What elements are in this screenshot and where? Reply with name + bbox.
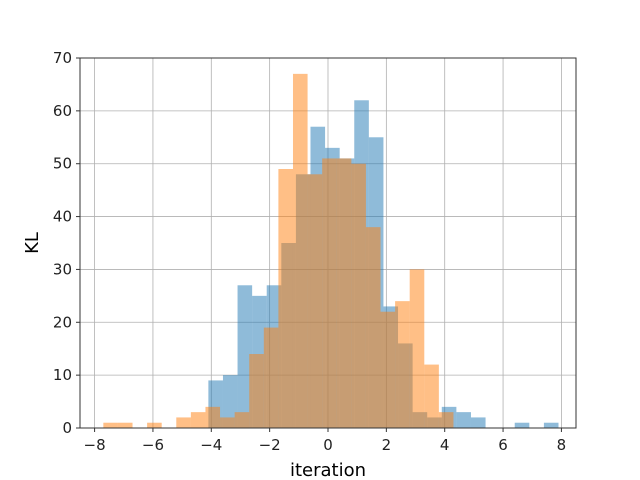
y-tick-label-2: 20: [53, 313, 72, 331]
histogram-bar-series-2-bin-10: [249, 354, 264, 428]
histogram-bar-series-2-bin-18: [365, 227, 381, 428]
histogram-bar-series-2-bin-1: [117, 422, 133, 428]
histogram-bar-series-2-bin-17: [351, 163, 366, 428]
y-axis-label: KL: [22, 232, 43, 254]
histogram-bar-series-1-bin-23: [543, 422, 559, 428]
y-tick-label-0: 0: [62, 419, 72, 437]
histogram-bar-series-2-bin-21: [409, 269, 425, 428]
x-axis-label: iteration: [290, 460, 366, 480]
y-tick-label-7: 70: [53, 49, 72, 67]
histogram-bar-series-2-bin-15: [322, 158, 337, 428]
histogram-bar-series-2-bin-20: [395, 301, 410, 428]
histogram-bar-series-1-bin-17: [456, 412, 471, 428]
histogram-bar-series-2-bin-0: [103, 422, 118, 428]
axis-ticks: −8 −6 −4 −2 0 2 4 6 8 0 10 20 30 40 50 60 70: [53, 49, 566, 454]
x-tick-label-3: −2: [259, 436, 281, 454]
histogram-bar-series-1-bin-1: [222, 375, 238, 428]
histogram-bar-series-2-bin-8: [220, 417, 235, 428]
histogram-bars: [103, 73, 559, 429]
histogram-bar-series-2-bin-5: [176, 417, 191, 428]
y-tick-label-6: 60: [53, 102, 72, 120]
histogram-bar-series-2-bin-11: [263, 327, 279, 428]
x-tick-label-2: −4: [200, 436, 222, 454]
histogram-bar-series-2-bin-16: [336, 158, 352, 428]
histogram-bar-series-2-bin-19: [380, 311, 396, 428]
histogram-bar-series-2-bin-13: [292, 73, 308, 428]
histogram-bar-series-2-bin-7: [205, 406, 221, 428]
histogram-bar-series-2-bin-3: [147, 422, 162, 428]
x-tick-label-7: 6: [498, 436, 508, 454]
histogram-bar-series-2-bin-6: [190, 412, 206, 428]
x-tick-label-4: 0: [323, 436, 333, 454]
histogram-bar-series-2-bin-9: [234, 412, 250, 428]
x-tick-label-0: −8: [84, 436, 106, 454]
histogram-bar-series-1-bin-18: [470, 417, 486, 428]
y-tick-label-5: 50: [53, 155, 72, 173]
y-tick-label-3: 30: [53, 260, 72, 278]
x-tick-label-6: 4: [440, 436, 450, 454]
x-tick-label-8: 8: [557, 436, 567, 454]
x-tick-label-1: −6: [142, 436, 164, 454]
y-tick-label-1: 10: [53, 366, 72, 384]
histogram-bar-series-2-bin-12: [278, 169, 293, 428]
y-tick-label-4: 40: [53, 208, 72, 226]
x-tick-label-5: 2: [382, 436, 392, 454]
histogram-bar-series-1-bin-2: [237, 285, 253, 428]
histogram-bar-series-2-bin-14: [307, 174, 323, 428]
histogram-bar-series-2-bin-22: [424, 364, 439, 428]
histogram-bar-series-2-bin-23: [438, 412, 454, 428]
histogram-bar-series-1-bin-21: [514, 422, 530, 428]
